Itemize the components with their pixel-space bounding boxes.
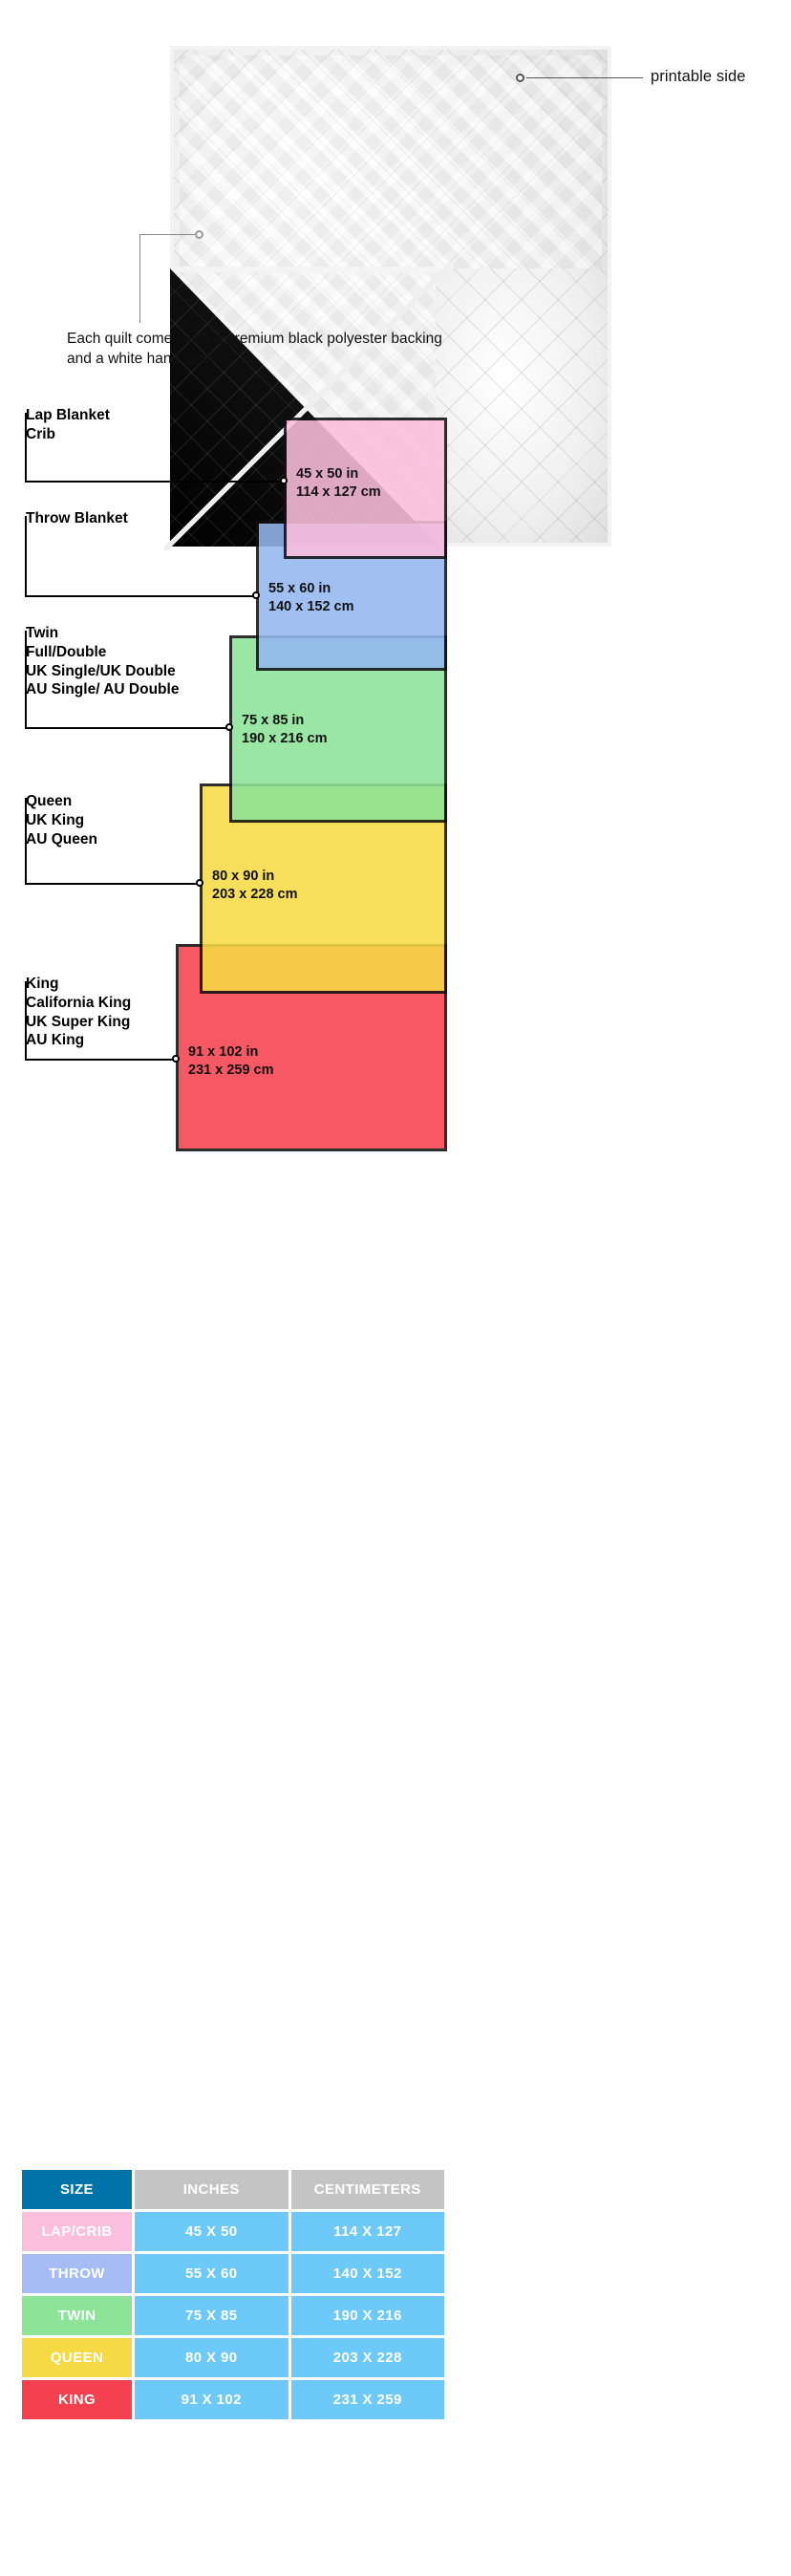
table-body: LAP/CRIB 45 X 50 114 X 127 THROW 55 X 60 140 … bbox=[22, 2212, 444, 2419]
dimension-text-throw: 55 x 60 in 140 x 152 cm bbox=[268, 581, 354, 615]
leader-vertical-lap-crib bbox=[25, 413, 27, 482]
size-label-king: King California King UK Super King AU Ki… bbox=[26, 976, 132, 1049]
table-header-size: SIZE bbox=[22, 2170, 132, 2209]
leader-horizontal-queen bbox=[25, 883, 200, 885]
leader-vertical-twin bbox=[25, 631, 27, 728]
printable-side-leader-line bbox=[526, 77, 643, 78]
size-comparison-diagram: Lap Blanket Crib 45 x 50 in 114 x 127 cm T… bbox=[0, 401, 791, 1166]
table-row: KING 91 X 102 231 X 259 bbox=[22, 2380, 444, 2419]
table-cell-inches: 55 X 60 bbox=[135, 2254, 289, 2293]
table-cell-centimeters: 190 X 216 bbox=[290, 2296, 444, 2335]
quilt-fold-edge bbox=[170, 267, 441, 272]
table-header-centimeters: CENTIMETERS bbox=[290, 2170, 444, 2209]
table-cell-size-king: KING bbox=[22, 2380, 132, 2419]
leader-horizontal-lap-crib bbox=[25, 481, 284, 483]
table-cell-size-queen: QUEEN bbox=[22, 2338, 132, 2377]
leader-vertical-throw bbox=[25, 516, 27, 596]
table-header-row: SIZE INCHES CENTIMETERS bbox=[22, 2170, 444, 2209]
leader-dot-icon-queen bbox=[196, 879, 203, 887]
table-cell-inches: 45 X 50 bbox=[135, 2212, 289, 2251]
table-row: THROW 55 X 60 140 X 152 bbox=[22, 2254, 444, 2293]
size-table-element: SIZE INCHES CENTIMETERS LAP/CRIB 45 X 50 1… bbox=[19, 2167, 447, 2422]
table-cell-size-lap-crib: LAP/CRIB bbox=[22, 2212, 132, 2251]
table-cell-inches: 91 X 102 bbox=[135, 2380, 289, 2419]
leader-dot-icon-throw bbox=[252, 591, 260, 599]
size-label-twin: Twin Full/Double UK Single/UK Double AU … bbox=[26, 625, 180, 698]
table-row: QUEEN 80 X 90 203 X 228 bbox=[22, 2338, 444, 2377]
size-chart-table: SIZE INCHES CENTIMETERS LAP/CRIB 45 X 50 1… bbox=[19, 2167, 447, 2422]
quilt-caption: Each quilt comes with a premium black po… bbox=[67, 331, 442, 367]
table-cell-inches: 80 X 90 bbox=[135, 2338, 289, 2377]
leader-dot-icon-twin bbox=[225, 723, 233, 731]
dimension-text-twin: 75 x 85 in 190 x 216 cm bbox=[242, 713, 328, 747]
dimension-text-queen: 80 x 90 in 203 x 228 cm bbox=[212, 869, 298, 903]
table-row: TWIN 75 X 85 190 X 216 bbox=[22, 2296, 444, 2335]
leader-horizontal-king bbox=[25, 1059, 176, 1061]
leader-vertical-king bbox=[25, 981, 27, 1060]
table-cell-centimeters: 231 X 259 bbox=[290, 2380, 444, 2419]
size-label-throw: Throw Blanket bbox=[26, 510, 128, 526]
black-backing-dot-icon bbox=[195, 230, 203, 239]
table-cell-centimeters: 114 X 127 bbox=[290, 2212, 444, 2251]
table-header-inches: INCHES bbox=[135, 2170, 289, 2209]
table-cell-size-twin: TWIN bbox=[22, 2296, 132, 2335]
black-backing-leader-horizontal bbox=[139, 234, 195, 235]
black-backing-leader-vertical bbox=[139, 234, 140, 323]
leader-horizontal-throw bbox=[25, 595, 256, 597]
table-cell-centimeters: 140 X 152 bbox=[290, 2254, 444, 2293]
table-cell-inches: 75 X 85 bbox=[135, 2296, 289, 2335]
table-cell-centimeters: 203 X 228 bbox=[290, 2338, 444, 2377]
size-label-lap-crib: Lap Blanket Crib bbox=[26, 407, 110, 442]
table-cell-size-throw: THROW bbox=[22, 2254, 132, 2293]
size-label-queen: Queen UK King AU Queen bbox=[26, 793, 97, 848]
dimension-text-king: 91 x 102 in 231 x 259 cm bbox=[188, 1044, 274, 1079]
printable-side-dot-icon bbox=[516, 74, 524, 82]
leader-vertical-queen bbox=[25, 798, 27, 884]
printable-side-label: printable side bbox=[651, 68, 746, 85]
table-row: LAP/CRIB 45 X 50 114 X 127 bbox=[22, 2212, 444, 2251]
leader-dot-icon-lap-crib bbox=[280, 477, 288, 484]
leader-horizontal-twin bbox=[25, 727, 229, 729]
leader-dot-icon-king bbox=[172, 1055, 180, 1063]
quilt-white-right-strip bbox=[436, 268, 611, 547]
dimension-text-lap-crib: 45 x 50 in 114 x 127 cm bbox=[296, 466, 381, 501]
